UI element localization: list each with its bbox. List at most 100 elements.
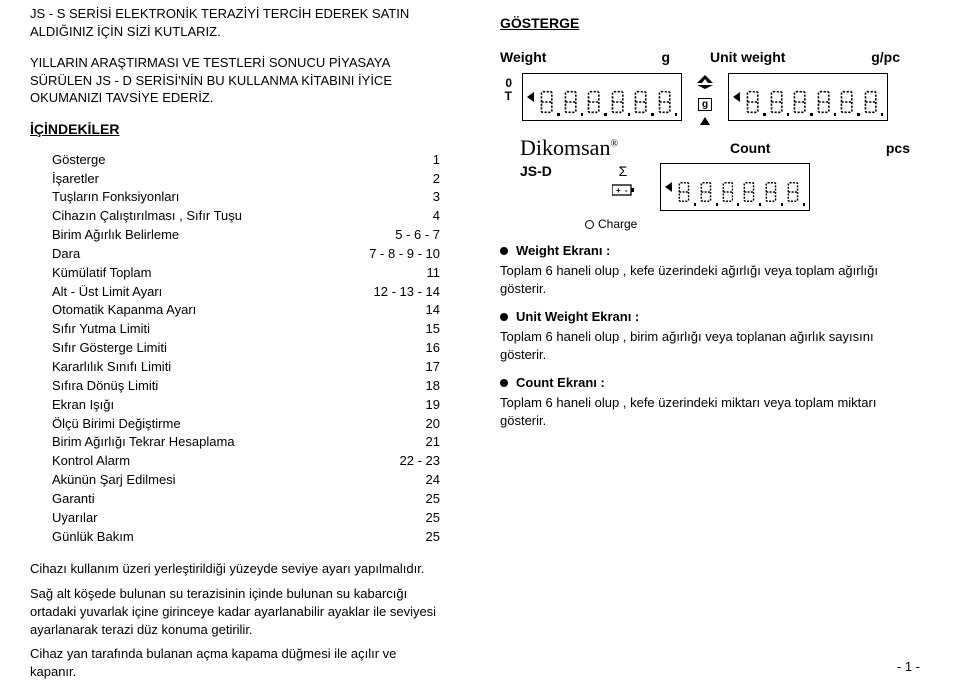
decimal-dot (857, 113, 859, 116)
lcd-digit (700, 176, 712, 208)
toc-row: Otomatik Kapanma Ayarı 14 (52, 301, 440, 320)
toc-row: Garanti25 (52, 490, 440, 509)
toc-page: 24 (426, 471, 440, 490)
bullet-icon (500, 247, 508, 255)
toc-page: 19 (426, 396, 440, 415)
toc-row: Sıfıra Dönüş Limiti18 (52, 377, 440, 396)
toc-title: Gösterge (52, 151, 105, 170)
g-unit-icon: g (698, 98, 712, 111)
table-of-contents: Gösterge 1İşaretler2Tuşların Fonksiyonlar… (52, 151, 440, 547)
toc-title: İşaretler (52, 170, 99, 189)
lcd-digit (746, 86, 759, 118)
sigma-icon: Σ (619, 163, 628, 179)
lcd-digit (587, 86, 600, 118)
toc-title: Sıfır Gösterge Limiti (52, 339, 167, 358)
decimal-dot (675, 113, 677, 116)
label-gpc: g/pc (871, 49, 900, 65)
tare-indicator: T (500, 90, 512, 103)
label-unit-weight: Unit weight (710, 49, 785, 65)
lcd-digit (743, 176, 755, 208)
count-lcd (660, 163, 810, 211)
charge-label: Charge (585, 217, 920, 231)
decimal-dot (834, 113, 836, 116)
toc-row: Ölçü Birimi Değiştirme 20 (52, 415, 440, 434)
label-count: Count (730, 140, 770, 156)
toc-title: Akünün Şarj Edilmesi (52, 471, 176, 490)
weight-display-row: 0 T g (500, 73, 920, 125)
toc-page: 14 (426, 301, 440, 320)
toc-row: Sıfır Gösterge Limiti16 (52, 339, 440, 358)
toc-row: Kararlılık Sınıfı Limiti17 (52, 358, 440, 377)
lcd-digit (770, 86, 783, 118)
screen-section-heading: Unit Weight Ekranı : (500, 309, 920, 324)
up-arrow-icon (700, 117, 710, 125)
pointer-icon (527, 92, 534, 102)
toc-page: 11 (427, 264, 441, 283)
decimal-dot (651, 113, 653, 116)
lcd-digit (787, 176, 799, 208)
toc-title: Sıfıra Dönüş Limiti (52, 377, 158, 396)
decimal-dot (737, 203, 739, 206)
toc-title: Cihazın Çalıştırılması , Sıfır Tuşu (52, 207, 242, 226)
toc-title: Ekran Işığı (52, 396, 114, 415)
toc-row: Cihazın Çalıştırılması , Sıfır Tuşu 4 (52, 207, 440, 226)
toc-page: 3 (433, 188, 440, 207)
decimal-dot (581, 113, 583, 116)
toc-title: Kümülatif Toplam (52, 264, 151, 283)
toc-page: 1 (433, 151, 440, 170)
battery-icon: +- (612, 183, 634, 199)
toc-page: 21 (426, 433, 440, 452)
decimal-dot (716, 203, 718, 206)
toc-title: Tuşların Fonksiyonları (52, 188, 179, 207)
toc-page: 20 (426, 415, 440, 434)
bullet-title: Unit Weight Ekranı : (516, 309, 639, 324)
intro-paragraph-2: YILLARIN ARAŞTIRMASI VE TESTLERİ SONUCU … (30, 54, 440, 107)
note-paragraph-1: Cihazı kullanım üzeri yerleştirildiği yü… (30, 560, 440, 578)
decimal-dot (787, 113, 789, 116)
toc-page: 22 - 23 (400, 452, 440, 471)
toc-page: 25 (426, 509, 440, 528)
toc-row: Günlük Bakım25 (52, 528, 440, 547)
decimal-dot (781, 203, 783, 206)
bullet-icon (500, 379, 508, 387)
toc-title: Günlük Bakım (52, 528, 134, 547)
toc-row: Tuşların Fonksiyonları 3 (52, 188, 440, 207)
lcd-digit (722, 176, 734, 208)
lcd-digit (817, 86, 830, 118)
lcd-digit (658, 86, 671, 118)
toc-page: 17 (426, 358, 440, 377)
brand-logo: Dikomsan® (520, 135, 618, 161)
toc-heading: İÇİNDEKİLER (30, 121, 440, 137)
toc-title: Dara (52, 245, 80, 264)
bullet-description: Toplam 6 haneli olup , kefe üzerindeki a… (500, 262, 920, 297)
bullet-description: Toplam 6 haneli olup , kefe üzerindeki m… (500, 394, 920, 429)
charge-led-icon (585, 220, 594, 229)
pointer-icon (733, 92, 740, 102)
toc-title: Uyarılar (52, 509, 98, 528)
toc-title: Birim Ağırlık Belirleme (52, 226, 179, 245)
toc-title: Ölçü Birimi Değiştirme (52, 415, 181, 434)
label-weight: Weight (500, 49, 546, 65)
lcd-digit (540, 86, 553, 118)
display-top-labels: Weight g Unit weight g/pc (500, 49, 920, 65)
decimal-dot (694, 203, 696, 206)
lcd-digit (678, 176, 690, 208)
toc-page: 12 - 13 - 14 (374, 283, 441, 302)
unit-weight-lcd (728, 73, 888, 121)
toc-title: Garanti (52, 490, 95, 509)
decimal-dot (881, 113, 883, 116)
page-number: - 1 - (897, 659, 920, 674)
lcd-digit (611, 86, 624, 118)
lcd-digit (840, 86, 853, 118)
decimal-dot (604, 113, 606, 116)
model-label: JS-D (520, 163, 552, 179)
toc-page: 15 (426, 320, 440, 339)
toc-row: İşaretler2 (52, 170, 440, 189)
lcd-digit (564, 86, 577, 118)
toc-title: Otomatik Kapanma Ayarı (52, 301, 196, 320)
toc-page: 4 (433, 207, 440, 226)
decimal-dot (557, 113, 559, 116)
screen-section-heading: Count Ekranı : (500, 375, 920, 390)
bullet-title: Weight Ekranı : (516, 243, 610, 258)
note-paragraph-2: Sağ alt köşede bulunan su terazisinin iç… (30, 585, 440, 640)
